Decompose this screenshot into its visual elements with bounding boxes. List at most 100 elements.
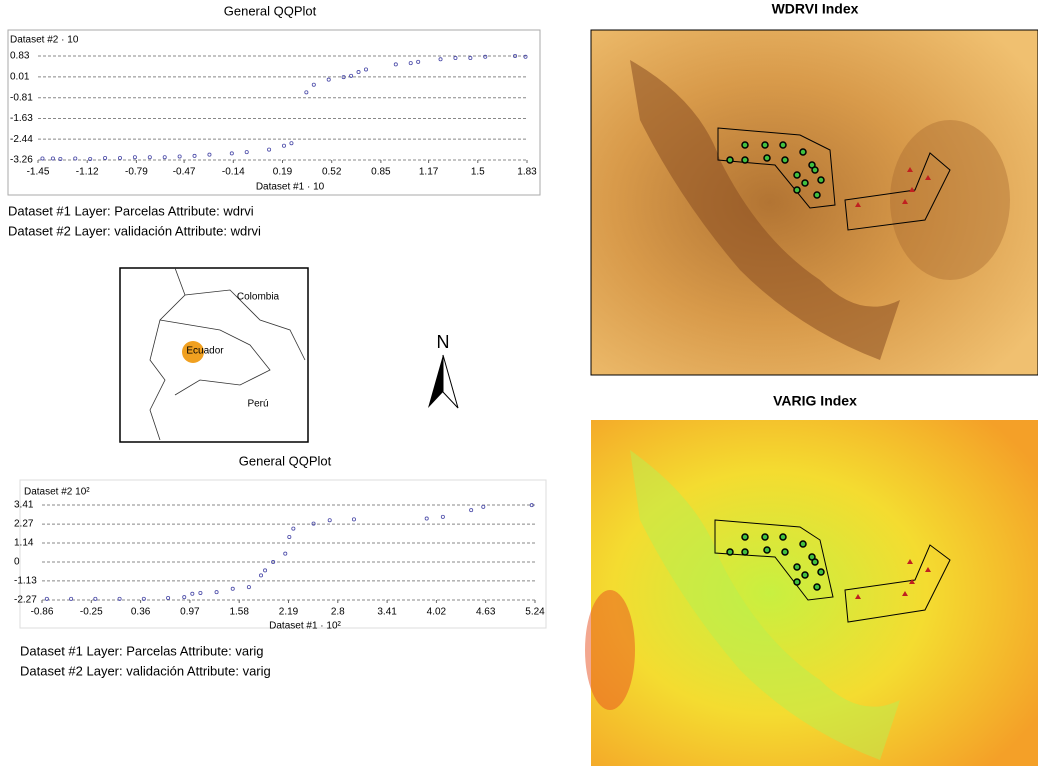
data-point [229, 151, 234, 156]
x-axis-label: Dataset #1 · 10 [256, 182, 325, 193]
x-tick-label: 0.36 [131, 607, 151, 618]
plot-marker [811, 558, 819, 566]
y-tick-label: -3.26 [10, 155, 33, 166]
y-tick-label: -0.81 [10, 92, 33, 103]
x-tick-label: 4.02 [427, 607, 447, 618]
data-point [304, 90, 309, 95]
data-point [363, 67, 368, 72]
data-point [177, 154, 182, 159]
data-point [162, 155, 167, 160]
x-tick-label: 1.17 [419, 167, 439, 178]
x-tick-label: 0.85 [371, 167, 391, 178]
x-tick-label: -0.25 [80, 607, 103, 618]
location-map: Colombia Ecuador Perú [119, 267, 309, 443]
data-point [513, 54, 518, 59]
north-arrow: N [428, 332, 459, 409]
plot-marker [801, 571, 809, 579]
data-point [393, 62, 398, 67]
data-point [132, 155, 137, 160]
data-point [263, 568, 268, 573]
sample-points [726, 141, 931, 599]
plot-marker [741, 141, 749, 149]
data-point [483, 54, 488, 59]
validation-marker [907, 559, 913, 564]
validation-marker [909, 187, 915, 192]
plot-marker [741, 156, 749, 164]
data-point [523, 54, 528, 59]
plot-marker [726, 548, 734, 556]
x-tick-label: 0.19 [273, 167, 293, 178]
data-point [88, 156, 93, 161]
validation-marker [902, 199, 908, 204]
data-point [349, 73, 354, 78]
dataset-note: Dataset #2 Layer: validación Attribute: … [20, 663, 271, 678]
dataset-note: Dataset #1 Layer: Parcelas Attribute: va… [20, 643, 264, 658]
plot-marker [799, 540, 807, 548]
data-point [50, 156, 55, 161]
plot-marker [763, 546, 771, 554]
data-point [469, 508, 474, 513]
image-title: WDRVI Index [772, 1, 859, 17]
plot-marker [811, 166, 819, 174]
y-tick-label: 2.27 [14, 519, 34, 530]
image-title: VARIG Index [773, 393, 857, 409]
plot-marker [793, 171, 801, 179]
validation-marker [907, 167, 913, 172]
data-point [58, 156, 63, 161]
dataset-note: Dataset #1 Layer: Parcelas Attribute: wd… [8, 203, 254, 218]
data-point [468, 56, 473, 61]
plot-marker [726, 156, 734, 164]
varig-image [585, 420, 1038, 766]
x-tick-label: 2.8 [331, 607, 345, 618]
data-point [351, 517, 356, 522]
chart-title: General QQPlot [224, 3, 317, 18]
chart-title: General QQPlot [239, 453, 332, 468]
data-point [424, 516, 429, 521]
data-point [271, 560, 276, 565]
data-point [230, 586, 235, 591]
x-tick-label: 1.5 [471, 167, 485, 178]
data-point [311, 521, 316, 526]
data-point [289, 141, 294, 146]
x-tick-label: -0.86 [31, 607, 54, 618]
data-point [326, 77, 331, 82]
data-point [117, 155, 122, 160]
dataset-note: Dataset #2 Layer: validación Attribute: … [8, 223, 261, 238]
x-tick-label: 2.19 [279, 607, 299, 618]
data-point [281, 143, 286, 148]
data-point [198, 590, 203, 595]
plot-marker [813, 583, 821, 591]
data-point [529, 503, 534, 508]
plot-marker [779, 533, 787, 541]
x-tick-label: 1.83 [517, 167, 537, 178]
y-tick-label: -2.44 [10, 134, 33, 145]
plot-marker [793, 563, 801, 571]
data-point [341, 75, 346, 80]
y-tick-label: -1.13 [14, 576, 37, 587]
validation-marker [902, 591, 908, 596]
plot-marker [761, 141, 769, 149]
data-point [267, 147, 272, 152]
data-point [283, 551, 288, 556]
north-label: N [437, 332, 450, 352]
x-tick-label: -0.79 [125, 167, 148, 178]
data-point [141, 596, 146, 601]
data-point [259, 573, 264, 578]
validation-marker [925, 567, 931, 572]
plot-marker [793, 578, 801, 586]
x-tick-label: -1.45 [27, 167, 50, 178]
y-tick-label: 0 [14, 557, 20, 568]
chart-frame [19, 479, 547, 629]
data-point [408, 61, 413, 66]
x-tick-label: -1.12 [76, 167, 99, 178]
data-point [440, 514, 445, 519]
map-label: Ecuador [186, 346, 224, 357]
data-point [207, 152, 212, 157]
data-point [166, 595, 171, 600]
validation-marker [855, 594, 861, 599]
validation-marker [855, 202, 861, 207]
plot-marker [781, 548, 789, 556]
wdrvi-image [590, 29, 1038, 376]
y-axis-label: Dataset #2 10² [24, 487, 90, 498]
